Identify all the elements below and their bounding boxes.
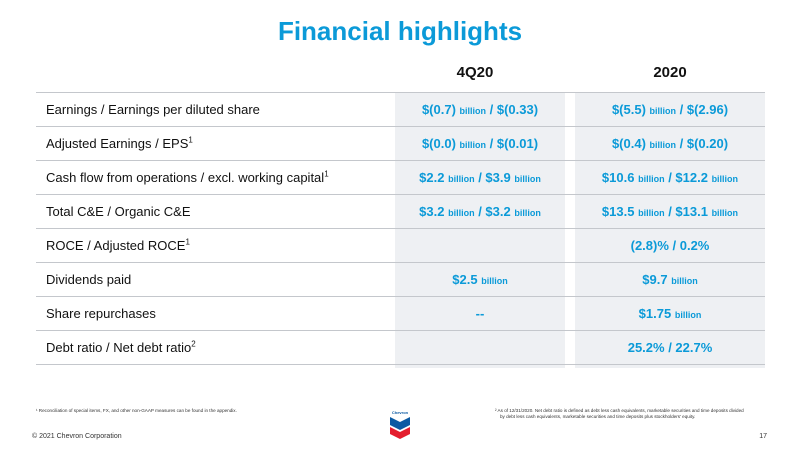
- row-label: Cash flow from operations / excl. workin…: [46, 161, 329, 194]
- financial-table: Earnings / Earnings per diluted share $(0…: [36, 92, 765, 365]
- unit-text: billion: [514, 208, 541, 218]
- footnote-2-line2: by debt less cash equivalents, marketabl…: [500, 414, 696, 419]
- value-text: / $(0.01): [486, 136, 539, 151]
- table-row: ROCE / Adjusted ROCE1 (2.8)% / 0.2%: [36, 228, 765, 262]
- column-header-4q20: 4Q20: [456, 64, 494, 81]
- row-label-text: Share repurchases: [46, 306, 156, 321]
- unit-text: billion: [649, 140, 677, 150]
- copyright: © 2021 Chevron Corporation: [32, 433, 122, 440]
- value-text: $10.6: [601, 170, 639, 185]
- value-text: / $(0.33): [486, 102, 539, 117]
- table-row: Adjusted Earnings / EPS1 $(0.0) billion /…: [36, 126, 765, 160]
- footnote-marker: 1: [185, 237, 190, 247]
- row-label-text: Cash flow from operations / excl. workin…: [46, 170, 325, 185]
- cell-2020: $10.6 billion / $12.2 billion: [575, 161, 765, 196]
- value-text: --: [475, 306, 485, 321]
- cell-4q20: --: [395, 297, 565, 330]
- footnote-marker: 1: [324, 169, 329, 179]
- row-label: ROCE / Adjusted ROCE1: [46, 229, 190, 262]
- cell-2020: (2.8)% / 0.2%: [575, 229, 765, 262]
- value-text: / $3.2: [474, 204, 515, 219]
- unit-text: billion: [448, 208, 475, 218]
- footnote-marker: 1: [188, 135, 193, 145]
- chevron-logo-text: Chevron: [391, 410, 409, 415]
- unit-text: billion: [671, 276, 698, 286]
- cell-4q20: $2.5 billion: [395, 263, 565, 298]
- unit-text: billion: [448, 174, 475, 184]
- footnote-marker: 2: [191, 339, 196, 349]
- footnote-2: ² As of 12/31/2020. Net debt ratio is de…: [495, 408, 770, 420]
- footnote-2-line1: ² As of 12/31/2020. Net debt ratio is de…: [495, 408, 744, 413]
- unit-text: billion: [459, 140, 487, 150]
- value-text: $(0.4): [611, 136, 650, 151]
- cell-2020: $(5.5) billion / $(2.96): [575, 93, 765, 128]
- table-row: Debt ratio / Net debt ratio2 25.2% / 22.7…: [36, 330, 765, 365]
- value-text: $(0.0): [421, 136, 460, 151]
- value-text: $(0.7): [421, 102, 460, 117]
- table-row: Total C&E / Organic C&E $3.2 billion / $3…: [36, 194, 765, 228]
- value-text: $2.5: [452, 272, 482, 287]
- cell-2020: $13.5 billion / $13.1 billion: [575, 195, 765, 230]
- cell-4q20: $3.2 billion / $3.2 billion: [395, 195, 565, 230]
- row-label-text: Debt ratio / Net debt ratio: [46, 340, 192, 355]
- value-text: / $13.1: [664, 204, 712, 219]
- table-row: Share repurchases -- $1.75 billion: [36, 296, 765, 330]
- value-text: $13.5: [601, 204, 639, 219]
- chevron-emblem-icon: [390, 417, 410, 439]
- value-text: $2.2: [419, 170, 449, 185]
- unit-text: billion: [638, 174, 665, 184]
- row-label-text: ROCE / Adjusted ROCE: [46, 238, 186, 253]
- value-text: (2.8)% / 0.2%: [630, 238, 710, 253]
- unit-text: billion: [459, 106, 487, 116]
- value-text: / $3.9: [474, 170, 515, 185]
- cell-4q20: $2.2 billion / $3.9 billion: [395, 161, 565, 196]
- row-label-text: Adjusted Earnings / EPS: [46, 136, 189, 151]
- cell-4q20: $(0.0) billion / $(0.01): [395, 127, 565, 162]
- row-label: Debt ratio / Net debt ratio2: [46, 331, 196, 364]
- row-label-text: Total C&E / Organic C&E: [46, 204, 191, 219]
- unit-text: billion: [674, 310, 702, 320]
- unit-text: billion: [481, 276, 508, 286]
- page-number: 17: [759, 433, 767, 440]
- unit-text: billion: [711, 174, 739, 184]
- unit-text: billion: [711, 208, 739, 218]
- unit-text: billion: [514, 174, 541, 184]
- row-label-text: Dividends paid: [46, 272, 132, 287]
- value-text: / $(2.96): [676, 102, 729, 117]
- value-text: $3.2: [419, 204, 449, 219]
- value-text: $9.7: [642, 272, 672, 287]
- cell-2020: $1.75 billion: [575, 297, 765, 332]
- row-label: Adjusted Earnings / EPS1: [46, 127, 193, 160]
- footnote-1: ¹ Reconciliation of special items, FX, a…: [36, 408, 237, 413]
- chevron-logo: Chevron: [387, 410, 413, 440]
- table-row: Dividends paid $2.5 billion $9.7 billion: [36, 262, 765, 296]
- value-text: / $(0.20): [676, 136, 729, 151]
- value-text: $(5.5): [611, 102, 650, 117]
- value-text: 25.2% / 22.7%: [627, 340, 713, 355]
- row-label: Earnings / Earnings per diluted share: [46, 93, 260, 126]
- cell-2020: 25.2% / 22.7%: [575, 331, 765, 364]
- column-shade-2020: [575, 92, 765, 368]
- unit-text: billion: [649, 106, 677, 116]
- row-label-text: Earnings / Earnings per diluted share: [46, 102, 260, 117]
- column-shade-4q20: [395, 92, 565, 368]
- row-label: Share repurchases: [46, 297, 156, 330]
- row-label: Dividends paid: [46, 263, 131, 296]
- cell-4q20: $(0.7) billion / $(0.33): [395, 93, 565, 128]
- row-label: Total C&E / Organic C&E: [46, 195, 191, 228]
- table-row: Earnings / Earnings per diluted share $(0…: [36, 92, 765, 126]
- cell-2020: $9.7 billion: [575, 263, 765, 298]
- table-row: Cash flow from operations / excl. workin…: [36, 160, 765, 194]
- page-title: Financial highlights: [277, 16, 523, 46]
- value-text: / $12.2: [664, 170, 712, 185]
- cell-2020: $(0.4) billion / $(0.20): [575, 127, 765, 162]
- unit-text: billion: [638, 208, 665, 218]
- value-text: $1.75: [638, 306, 675, 321]
- column-header-2020: 2020: [653, 64, 687, 81]
